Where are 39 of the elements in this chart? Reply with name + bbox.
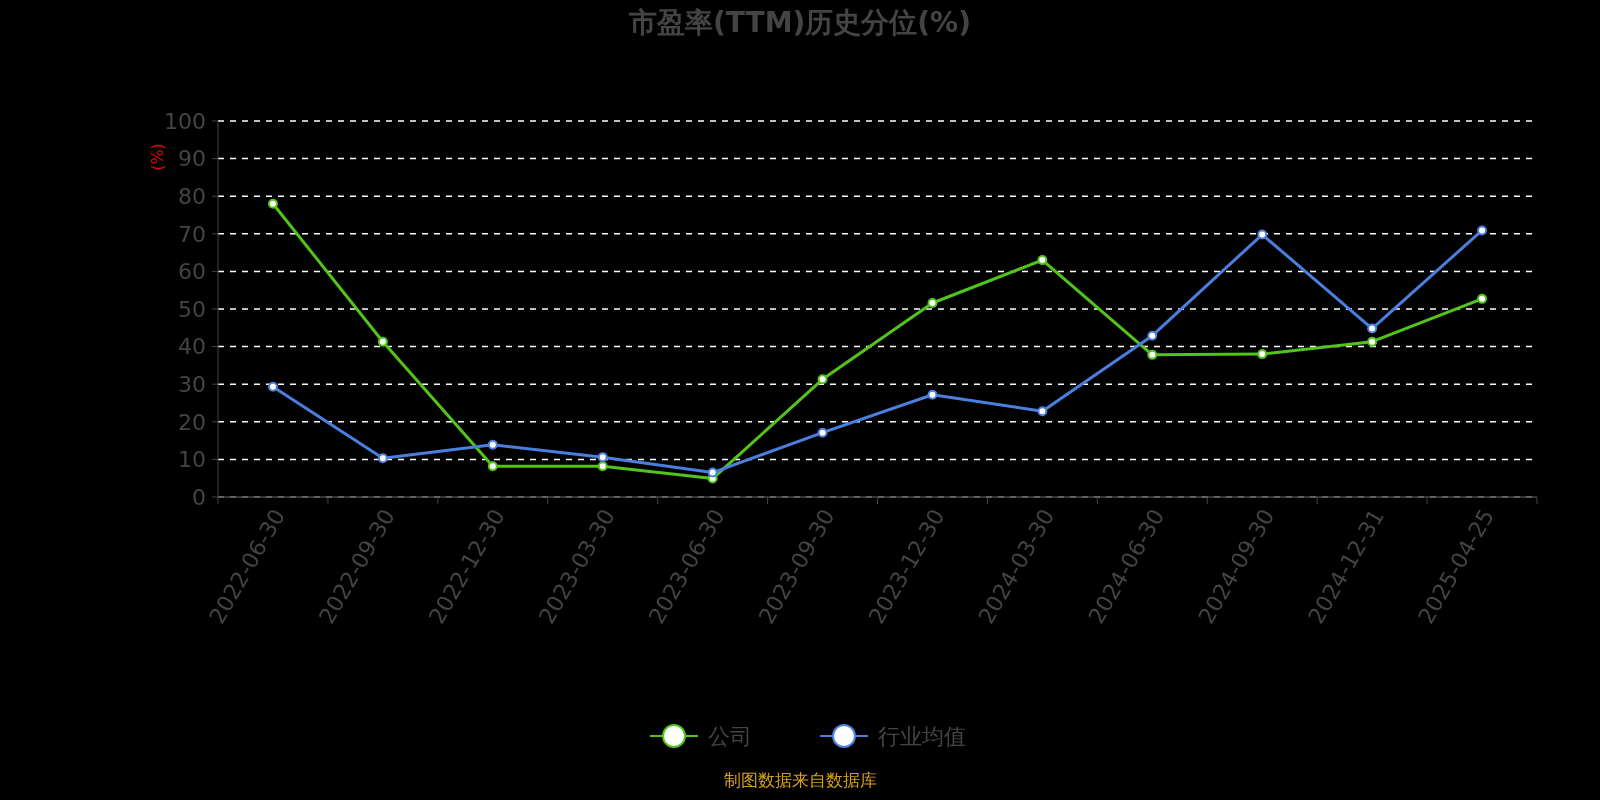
point (377, 453, 388, 464)
chart-title: 市盈率(TTM)历史分位(%) (628, 6, 971, 39)
y-tick-label: 50 (178, 296, 206, 322)
y-tick-label: 10 (178, 447, 206, 473)
point (927, 389, 938, 400)
point (1037, 406, 1048, 417)
point (377, 336, 388, 347)
point (817, 374, 828, 385)
point (267, 198, 278, 209)
y-tick-label: 90 (178, 146, 206, 172)
point (487, 439, 498, 450)
y-axis-title: (%) (148, 143, 167, 171)
y-tick-label: 20 (178, 409, 206, 435)
y-tick-label: 80 (178, 183, 206, 209)
point (817, 427, 828, 438)
point (1367, 336, 1378, 347)
point (267, 381, 278, 392)
point (1367, 323, 1378, 334)
legend-label: 公司 (708, 723, 752, 749)
point (1257, 229, 1268, 240)
point (597, 452, 608, 463)
point (1477, 225, 1488, 236)
text: 制图数据来自数据库 (723, 770, 877, 790)
point (1037, 255, 1048, 266)
point (927, 297, 938, 308)
point (487, 461, 498, 472)
point (1257, 349, 1268, 360)
point (1477, 293, 1488, 304)
y-tick-label: 30 (178, 371, 206, 397)
point (597, 461, 608, 472)
point (1147, 349, 1158, 360)
y-tick-label: 70 (178, 221, 206, 247)
point (707, 467, 718, 478)
y-tick-label: 60 (178, 259, 206, 285)
legend-label: 行业均值 (878, 723, 966, 749)
y-tick-label: 0 (192, 484, 206, 510)
y-tick-label: 40 (178, 334, 206, 360)
point (1147, 330, 1158, 341)
y-tick-label: 100 (164, 108, 206, 134)
